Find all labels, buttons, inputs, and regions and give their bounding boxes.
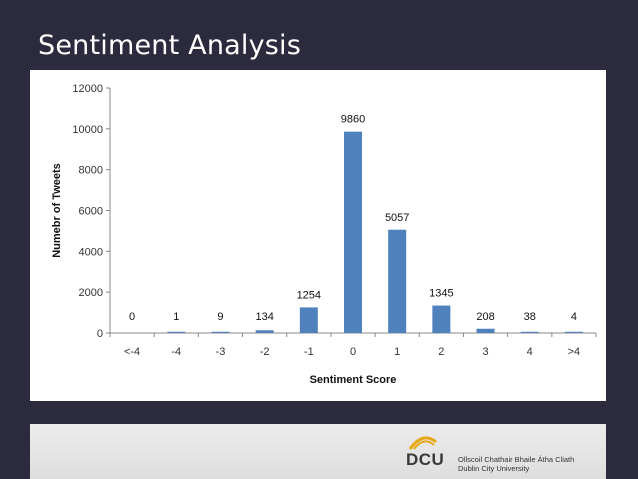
bar — [167, 331, 186, 333]
data-label: 9860 — [341, 114, 365, 126]
data-labels: 0 1 9 134 1254 9860 5057 1345 208 38 4 — [129, 114, 577, 323]
data-label: 5057 — [385, 212, 409, 224]
data-label: 38 — [524, 311, 536, 323]
bars — [167, 131, 583, 333]
bar — [255, 330, 274, 333]
bar — [520, 331, 539, 333]
x-axis: <-4 -4 -3 -2 -1 0 1 2 3 4 >4 — [109, 332, 597, 358]
x-tick-label: <-4 — [124, 346, 140, 358]
logo-english-name: Dublin City University — [458, 464, 530, 473]
bar — [564, 331, 583, 333]
logo-irish-name: Ollscoil Chathair Bhaile Átha Cliath — [458, 455, 575, 464]
y-tick-label: 2000 — [79, 287, 103, 299]
logo-wordmark: DCU — [406, 450, 445, 469]
bar — [344, 131, 362, 333]
y-tick-label: 0 — [97, 328, 103, 340]
x-tick-label: -4 — [171, 346, 181, 358]
x-tick-label: -3 — [216, 346, 226, 358]
x-axis-title: Sentiment Score — [310, 374, 397, 386]
logo-arc-icon — [408, 436, 437, 450]
slide-title: Sentiment Analysis — [38, 30, 301, 61]
data-label: 1 — [173, 311, 179, 323]
dcu-logo: DCU Ollscoil Chathair Bhaile Átha Cliath… — [406, 434, 586, 473]
data-label: 9 — [217, 311, 223, 323]
x-tick-label: -2 — [260, 346, 270, 358]
x-tick-label: 1 — [394, 346, 400, 358]
x-tick-label: 4 — [527, 346, 533, 358]
x-tick-label: 0 — [350, 346, 356, 358]
data-label: 1254 — [297, 289, 321, 301]
y-tick-label: 8000 — [79, 165, 103, 177]
bar — [388, 229, 407, 333]
data-label: 134 — [255, 311, 273, 323]
x-tick-label: >4 — [568, 346, 581, 358]
bar — [299, 307, 318, 333]
bar — [476, 328, 495, 333]
y-axis: 0 2000 4000 6000 8000 10000 12000 — [72, 83, 111, 340]
x-tick-label: 3 — [482, 346, 488, 358]
y-tick-label: 6000 — [79, 206, 103, 218]
y-tick-label: 12000 — [72, 83, 103, 95]
data-label: 1345 — [429, 288, 453, 300]
data-label: 4 — [571, 311, 577, 323]
footer-bar: DCU Ollscoil Chathair Bhaile Átha Cliath… — [30, 424, 606, 479]
data-label: 0 — [129, 311, 135, 323]
x-tick-label: -1 — [304, 346, 314, 358]
bar — [211, 331, 230, 333]
bar — [432, 305, 451, 333]
chart-panel: 0 2000 4000 6000 8000 10000 12000 <-4 -4 -3 -2 -1 0… — [30, 70, 606, 401]
x-tick-label: 2 — [438, 346, 444, 358]
y-tick-label: 10000 — [72, 124, 103, 136]
bar-chart: 0 2000 4000 6000 8000 10000 12000 <-4 -4 -3 -2 -1 0… — [51, 83, 597, 386]
data-label: 208 — [476, 311, 494, 323]
y-axis-title: Numebr of Tweets — [51, 163, 63, 258]
y-tick-label: 4000 — [79, 246, 103, 258]
